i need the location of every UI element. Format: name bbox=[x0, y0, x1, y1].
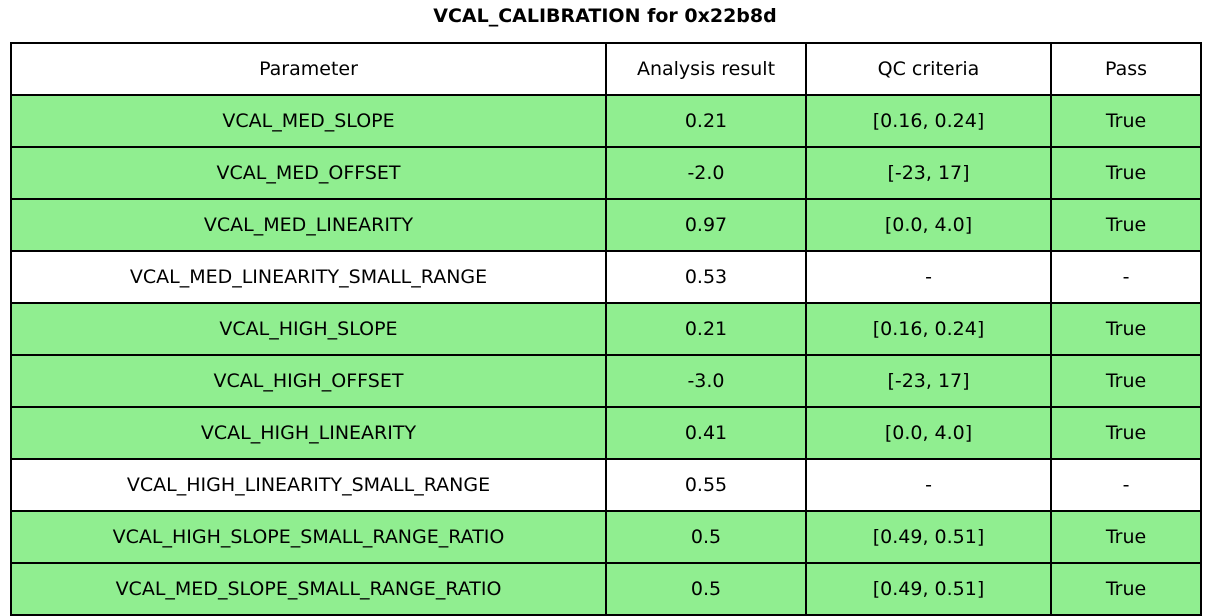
cell-parameter: VCAL_MED_OFFSET bbox=[10, 146, 607, 200]
page-title: VCAL_CALIBRATION for 0x22b8d bbox=[433, 5, 777, 27]
cell-qc-criteria: [-23, 17] bbox=[805, 146, 1052, 200]
cell-qc-criteria: [0.16, 0.24] bbox=[805, 302, 1052, 356]
cell-pass: - bbox=[1050, 458, 1202, 512]
table-row: VCAL_HIGH_SLOPE_SMALL_RANGE_RATIO 0.5 [0… bbox=[10, 510, 1202, 564]
table-row: VCAL_HIGH_LINEARITY 0.41 [0.0, 4.0] True bbox=[10, 406, 1202, 460]
cell-parameter: VCAL_MED_SLOPE_SMALL_RANGE_RATIO bbox=[10, 562, 607, 616]
cell-parameter: VCAL_HIGH_OFFSET bbox=[10, 354, 607, 408]
table-row: VCAL_MED_OFFSET -2.0 [-23, 17] True bbox=[10, 146, 1202, 200]
cell-qc-criteria: [0.0, 4.0] bbox=[805, 406, 1052, 460]
cell-pass: True bbox=[1050, 562, 1202, 616]
cell-analysis-result: -3.0 bbox=[605, 354, 807, 408]
cell-qc-criteria: [0.49, 0.51] bbox=[805, 562, 1052, 616]
cell-analysis-result: 0.5 bbox=[605, 562, 807, 616]
column-header-parameter: Parameter bbox=[10, 42, 607, 96]
cell-pass: - bbox=[1050, 250, 1202, 304]
cell-analysis-result: 0.21 bbox=[605, 302, 807, 356]
cell-pass: True bbox=[1050, 302, 1202, 356]
cell-analysis-result: 0.97 bbox=[605, 198, 807, 252]
table-row: VCAL_MED_SLOPE 0.21 [0.16, 0.24] True bbox=[10, 94, 1202, 148]
cell-analysis-result: 0.53 bbox=[605, 250, 807, 304]
table-row: VCAL_MED_SLOPE_SMALL_RANGE_RATIO 0.5 [0.… bbox=[10, 562, 1202, 616]
table-row: VCAL_HIGH_LINEARITY_SMALL_RANGE 0.55 - - bbox=[10, 458, 1202, 512]
column-header-analysis-result: Analysis result bbox=[605, 42, 807, 96]
column-header-pass: Pass bbox=[1050, 42, 1202, 96]
table-row: VCAL_MED_LINEARITY_SMALL_RANGE 0.53 - - bbox=[10, 250, 1202, 304]
column-header-qc-criteria: QC criteria bbox=[805, 42, 1052, 96]
cell-analysis-result: 0.21 bbox=[605, 94, 807, 148]
cell-analysis-result: 0.55 bbox=[605, 458, 807, 512]
cell-parameter: VCAL_HIGH_LINEARITY_SMALL_RANGE bbox=[10, 458, 607, 512]
cell-pass: True bbox=[1050, 198, 1202, 252]
cell-analysis-result: 0.41 bbox=[605, 406, 807, 460]
cell-parameter: VCAL_MED_LINEARITY_SMALL_RANGE bbox=[10, 250, 607, 304]
qc-results-table: Parameter Analysis result QC criteria Pa… bbox=[10, 42, 1202, 616]
cell-qc-criteria: [-23, 17] bbox=[805, 354, 1052, 408]
cell-pass: True bbox=[1050, 146, 1202, 200]
cell-parameter: VCAL_HIGH_SLOPE bbox=[10, 302, 607, 356]
cell-pass: True bbox=[1050, 510, 1202, 564]
table-row: VCAL_HIGH_OFFSET -3.0 [-23, 17] True bbox=[10, 354, 1202, 408]
cell-analysis-result: 0.5 bbox=[605, 510, 807, 564]
cell-qc-criteria: [0.16, 0.24] bbox=[805, 94, 1052, 148]
cell-parameter: VCAL_HIGH_LINEARITY bbox=[10, 406, 607, 460]
cell-qc-criteria: - bbox=[805, 250, 1052, 304]
cell-pass: True bbox=[1050, 406, 1202, 460]
cell-qc-criteria: [0.49, 0.51] bbox=[805, 510, 1052, 564]
cell-parameter: VCAL_MED_LINEARITY bbox=[10, 198, 607, 252]
cell-qc-criteria: [0.0, 4.0] bbox=[805, 198, 1052, 252]
cell-pass: True bbox=[1050, 354, 1202, 408]
cell-parameter: VCAL_MED_SLOPE bbox=[10, 94, 607, 148]
header-row: Parameter Analysis result QC criteria Pa… bbox=[10, 42, 1202, 96]
cell-qc-criteria: - bbox=[805, 458, 1052, 512]
cell-parameter: VCAL_HIGH_SLOPE_SMALL_RANGE_RATIO bbox=[10, 510, 607, 564]
table-row: VCAL_HIGH_SLOPE 0.21 [0.16, 0.24] True bbox=[10, 302, 1202, 356]
cell-analysis-result: -2.0 bbox=[605, 146, 807, 200]
cell-pass: True bbox=[1050, 94, 1202, 148]
table-row: VCAL_MED_LINEARITY 0.97 [0.0, 4.0] True bbox=[10, 198, 1202, 252]
